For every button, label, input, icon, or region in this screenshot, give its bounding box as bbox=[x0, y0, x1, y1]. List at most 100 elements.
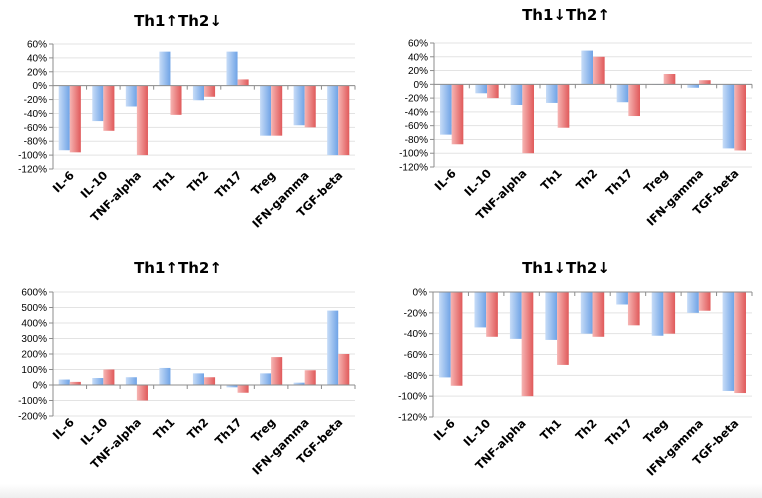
y-tick-label: -20% bbox=[24, 95, 47, 106]
bar-series1-il-6 bbox=[439, 292, 451, 378]
bar-series1-il-6 bbox=[58, 379, 70, 385]
bar-series2-tgf-beta bbox=[338, 85, 350, 156]
bar-series2-il-10 bbox=[487, 84, 499, 99]
bar-series2-th17 bbox=[628, 84, 640, 117]
y-tick-label: 100% bbox=[21, 365, 47, 376]
y-tick-label: -40% bbox=[24, 109, 47, 120]
chart-panel-3: Th1↑Th2↑ 600% 500% 400% 300% 200% 100% 0% -100% -… bbox=[18, 259, 356, 478]
bar-series1-tnf-alpha bbox=[125, 85, 137, 107]
bar-series1-tgf-beta bbox=[722, 292, 735, 391]
x-tick-label: IL-10 bbox=[461, 166, 494, 199]
x-tick-label: Th1 bbox=[538, 166, 565, 193]
bar-series1-th1 bbox=[546, 84, 558, 103]
y-tick-label: -60% bbox=[404, 350, 427, 361]
y-tick-label: 0% bbox=[33, 81, 48, 92]
x-tick-label: IL-6 bbox=[431, 416, 458, 443]
bottom-strip bbox=[0, 484, 762, 498]
x-tick-label: IL-10 bbox=[460, 416, 493, 449]
bar-series1-th1 bbox=[159, 367, 171, 385]
bar-series1-th2 bbox=[580, 292, 593, 334]
bar-series2-tnf-alpha bbox=[136, 85, 148, 156]
bar-series1-th2 bbox=[192, 373, 204, 385]
bar-series1-tnf-alpha bbox=[125, 377, 137, 385]
y-tick-label: 60% bbox=[408, 39, 428, 50]
y-tick-label: 0% bbox=[413, 288, 428, 299]
y-tick-label: -40% bbox=[404, 329, 427, 340]
bar-series2-tgf-beta bbox=[734, 84, 746, 151]
bar-series2-il-10 bbox=[486, 292, 498, 337]
chart-panel-1: Th1↑Th2↓ 60% 40% 20% 0% -20% -40% -60% -80% -100%… bbox=[18, 12, 356, 231]
bar-series1-th2 bbox=[192, 85, 204, 101]
x-tick-label: IL-6 bbox=[432, 166, 459, 193]
bar-series1-th17 bbox=[226, 385, 238, 388]
bar-series1-ifn-gamma bbox=[293, 85, 305, 126]
bar-series1-th1 bbox=[159, 51, 171, 86]
bar-series2-ifn-gamma bbox=[304, 370, 316, 385]
bar-series2-il-10 bbox=[103, 369, 115, 385]
y-tick-label: -120% bbox=[398, 413, 427, 424]
x-tick-label: Th17 bbox=[212, 415, 245, 448]
bar-series2-il-6 bbox=[451, 84, 464, 145]
y-tick-label: 500% bbox=[21, 303, 47, 314]
bar-series2-ifn-gamma bbox=[304, 85, 316, 128]
x-tick-label: Treg bbox=[248, 168, 278, 198]
bar-series1-th17 bbox=[616, 84, 629, 103]
bar-series2-treg bbox=[663, 74, 676, 85]
bar-series1-ifn-gamma bbox=[687, 292, 699, 313]
bar-series1-tgf-beta bbox=[327, 85, 339, 156]
x-tick-label: Th2 bbox=[184, 415, 211, 442]
bar-series2-il-10 bbox=[103, 85, 115, 131]
y-tick-label: -40% bbox=[405, 107, 428, 118]
y-tick-label: -100% bbox=[18, 151, 47, 162]
bar-series2-tnf-alpha bbox=[136, 385, 148, 401]
bar-series2-th1 bbox=[170, 85, 182, 115]
x-tick-label: Treg bbox=[641, 166, 671, 196]
bar-series1-il-10 bbox=[92, 378, 104, 385]
y-tick-label: 0% bbox=[33, 381, 48, 392]
bar-series1-tgf-beta bbox=[722, 84, 735, 149]
y-tick-label: 40% bbox=[27, 53, 47, 64]
bar-series2-ifn-gamma bbox=[699, 80, 711, 85]
y-tick-label: -80% bbox=[405, 135, 428, 146]
bar-series2-th2 bbox=[593, 56, 605, 85]
y-tick-label: -60% bbox=[405, 121, 428, 132]
x-tick-label: IL-6 bbox=[50, 415, 77, 442]
bar-series2-il-6 bbox=[450, 292, 463, 386]
x-tick-label: Th1 bbox=[151, 415, 178, 442]
bar-series1-ifn-gamma bbox=[293, 382, 305, 385]
bar-series2-treg bbox=[271, 357, 283, 385]
y-tick-label: 300% bbox=[21, 334, 47, 345]
bar-series1-ifn-gamma bbox=[687, 84, 699, 88]
y-tick-label: 20% bbox=[27, 67, 47, 78]
x-tick-label: Treg bbox=[248, 415, 278, 445]
chart-panel-4: Th1↓Th2↓ 0% -20% -40% -60% -80% -100% -120% IL-6… bbox=[398, 259, 753, 479]
bar-series1-il-6 bbox=[440, 84, 452, 135]
bar-series2-il-6 bbox=[69, 85, 81, 153]
chart-panel-2: Th1↓Th2↑ 60% 40% 20% 0% -20% -40% -60% -80% -100%… bbox=[399, 6, 753, 229]
bar-series2-th17 bbox=[237, 79, 249, 86]
y-tick-label: 200% bbox=[21, 350, 47, 361]
bar-series2-ifn-gamma bbox=[698, 292, 711, 311]
bar-series1-il-10 bbox=[92, 85, 104, 122]
bar-series2-treg bbox=[663, 292, 676, 334]
bar-series1-th17 bbox=[226, 51, 238, 86]
x-tick-label: Th1 bbox=[151, 168, 178, 195]
y-tick-label: 60% bbox=[27, 40, 47, 51]
y-tick-label: -80% bbox=[24, 137, 47, 148]
bar-series1-il-6 bbox=[58, 85, 70, 151]
bar-series2-tnf-alpha bbox=[522, 84, 534, 154]
bar-series2-th1 bbox=[557, 292, 569, 365]
y-tick-label: -120% bbox=[399, 163, 428, 174]
chart-title: Th1↑Th2↓ bbox=[134, 12, 222, 30]
chart-title: Th1↑Th2↑ bbox=[134, 259, 222, 277]
bar-series1-treg bbox=[260, 373, 272, 385]
bar-series2-th17 bbox=[627, 292, 640, 326]
x-tick-label: Th2 bbox=[573, 416, 600, 443]
bar-series2-th1 bbox=[557, 84, 570, 128]
chart-title: Th1↓Th2↑ bbox=[522, 6, 610, 24]
bar-series1-tgf-beta bbox=[327, 310, 339, 385]
y-tick-label: -80% bbox=[404, 371, 427, 382]
y-tick-label: 600% bbox=[21, 288, 47, 299]
y-tick-label: -100% bbox=[18, 396, 47, 407]
